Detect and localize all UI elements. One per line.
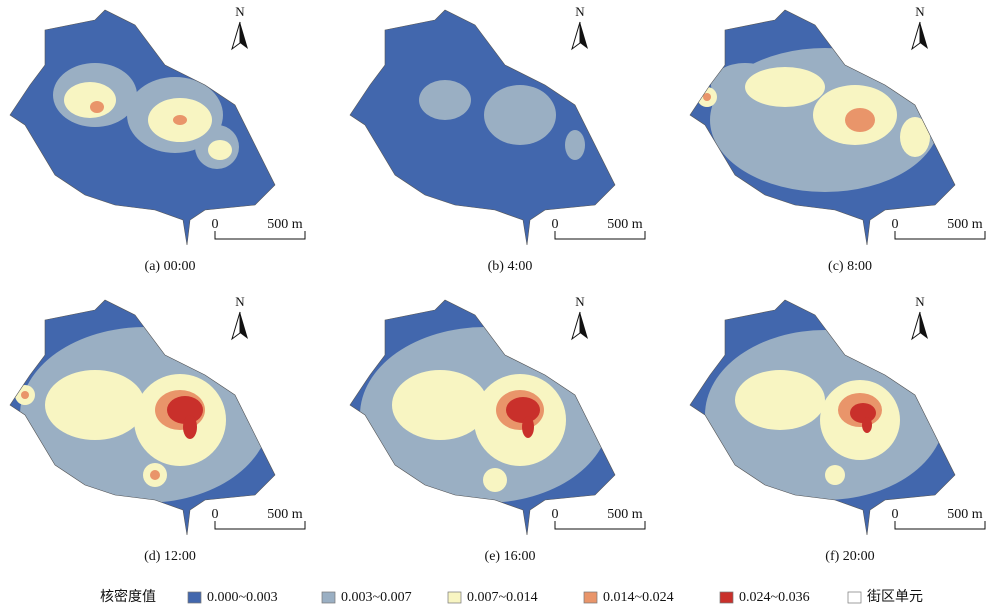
density-zone [150, 470, 160, 480]
map-panel: N 0 500 m (f) 20:00 [689, 294, 986, 564]
density-zone [703, 93, 711, 101]
scale-start: 0 [892, 217, 899, 232]
map-panel: N 0 500 m (a) 00:00 [9, 4, 306, 274]
density-zone [845, 108, 875, 132]
legend-label: 0.000~0.003 [207, 590, 278, 605]
panel-caption: (e) 16:00 [485, 549, 536, 564]
panel-caption: (f) 20:00 [825, 549, 874, 564]
north-arrow [240, 312, 248, 339]
north-label: N [235, 294, 245, 309]
panel-caption: (c) 8:00 [828, 259, 872, 274]
scale-start: 0 [212, 217, 219, 232]
scale-end: 500 m [947, 507, 983, 522]
north-arrow [240, 22, 248, 49]
scale-start: 0 [552, 217, 559, 232]
map-panel: N 0 500 m (d) 12:00 [9, 294, 306, 564]
legend-label: 0.007~0.014 [467, 590, 538, 605]
density-zone [173, 115, 187, 125]
legend-label: 0.024~0.036 [739, 590, 810, 605]
scale-end: 500 m [607, 217, 643, 232]
density-zone [862, 417, 872, 433]
north-arrow [571, 21, 581, 51]
north-label: N [235, 4, 245, 19]
scale-bar [214, 521, 306, 530]
north-arrow [231, 311, 241, 341]
north-label: N [575, 294, 585, 309]
map-panel: N 0 500 m (c) 8:00 [689, 4, 986, 274]
density-zone [850, 403, 876, 423]
north-arrow [911, 311, 921, 341]
density-zone [900, 117, 930, 157]
north-arrow [231, 21, 241, 51]
density-layer [419, 80, 585, 160]
density-zone [90, 101, 104, 113]
north-label: N [575, 4, 585, 19]
scale-bar [214, 231, 306, 240]
density-zone [483, 468, 507, 492]
scale-bar [894, 231, 986, 240]
legend-label: 街区单元 [867, 589, 923, 605]
map-panel: N 0 500 m (e) 16:00 [349, 294, 646, 564]
north-arrow [911, 21, 921, 51]
panel-caption: (b) 4:00 [488, 259, 533, 274]
legend-title: 核密度值 [100, 588, 156, 605]
legend-label: 0.003~0.007 [341, 590, 412, 605]
north-arrow [580, 22, 588, 49]
north-arrow [580, 312, 588, 339]
density-zone [183, 415, 197, 439]
scale-bar [894, 521, 986, 530]
map-panel: N 0 500 m (b) 4:00 [349, 4, 646, 274]
scale-end: 500 m [607, 507, 643, 522]
north-arrow [920, 22, 928, 49]
legend-swatch [321, 591, 336, 604]
legend-swatch [847, 591, 862, 604]
density-zone [208, 140, 232, 160]
scale-start: 0 [212, 507, 219, 522]
panel-caption: (a) 00:00 [145, 259, 196, 274]
legend-label: 0.014~0.024 [603, 590, 674, 605]
legend-swatch [187, 591, 202, 604]
density-zone [45, 370, 145, 440]
density-zone [21, 391, 29, 399]
density-zone [392, 370, 488, 440]
density-zone [565, 130, 585, 160]
legend-swatch [719, 591, 734, 604]
density-zone [522, 416, 534, 438]
density-zone [419, 80, 471, 120]
density-zone [64, 82, 116, 118]
legend-swatch [447, 591, 462, 604]
legend-swatch [583, 591, 598, 604]
north-arrow [920, 312, 928, 339]
scale-end: 500 m [267, 217, 303, 232]
scale-start: 0 [552, 507, 559, 522]
panel-caption: (d) 12:00 [144, 549, 196, 564]
scale-end: 500 m [267, 507, 303, 522]
density-layer [705, 330, 945, 500]
density-zone [735, 370, 825, 430]
scale-bar [554, 521, 646, 530]
density-zone [506, 397, 540, 423]
density-zone [825, 465, 845, 485]
scale-end: 500 m [947, 217, 983, 232]
density-layer [53, 63, 239, 169]
density-layer [360, 327, 610, 503]
north-label: N [915, 294, 925, 309]
scale-start: 0 [892, 507, 899, 522]
north-label: N [915, 4, 925, 19]
density-zone [745, 67, 825, 107]
density-zone [484, 85, 556, 145]
scale-bar [554, 231, 646, 240]
density-zone [167, 396, 203, 424]
north-arrow [571, 311, 581, 341]
